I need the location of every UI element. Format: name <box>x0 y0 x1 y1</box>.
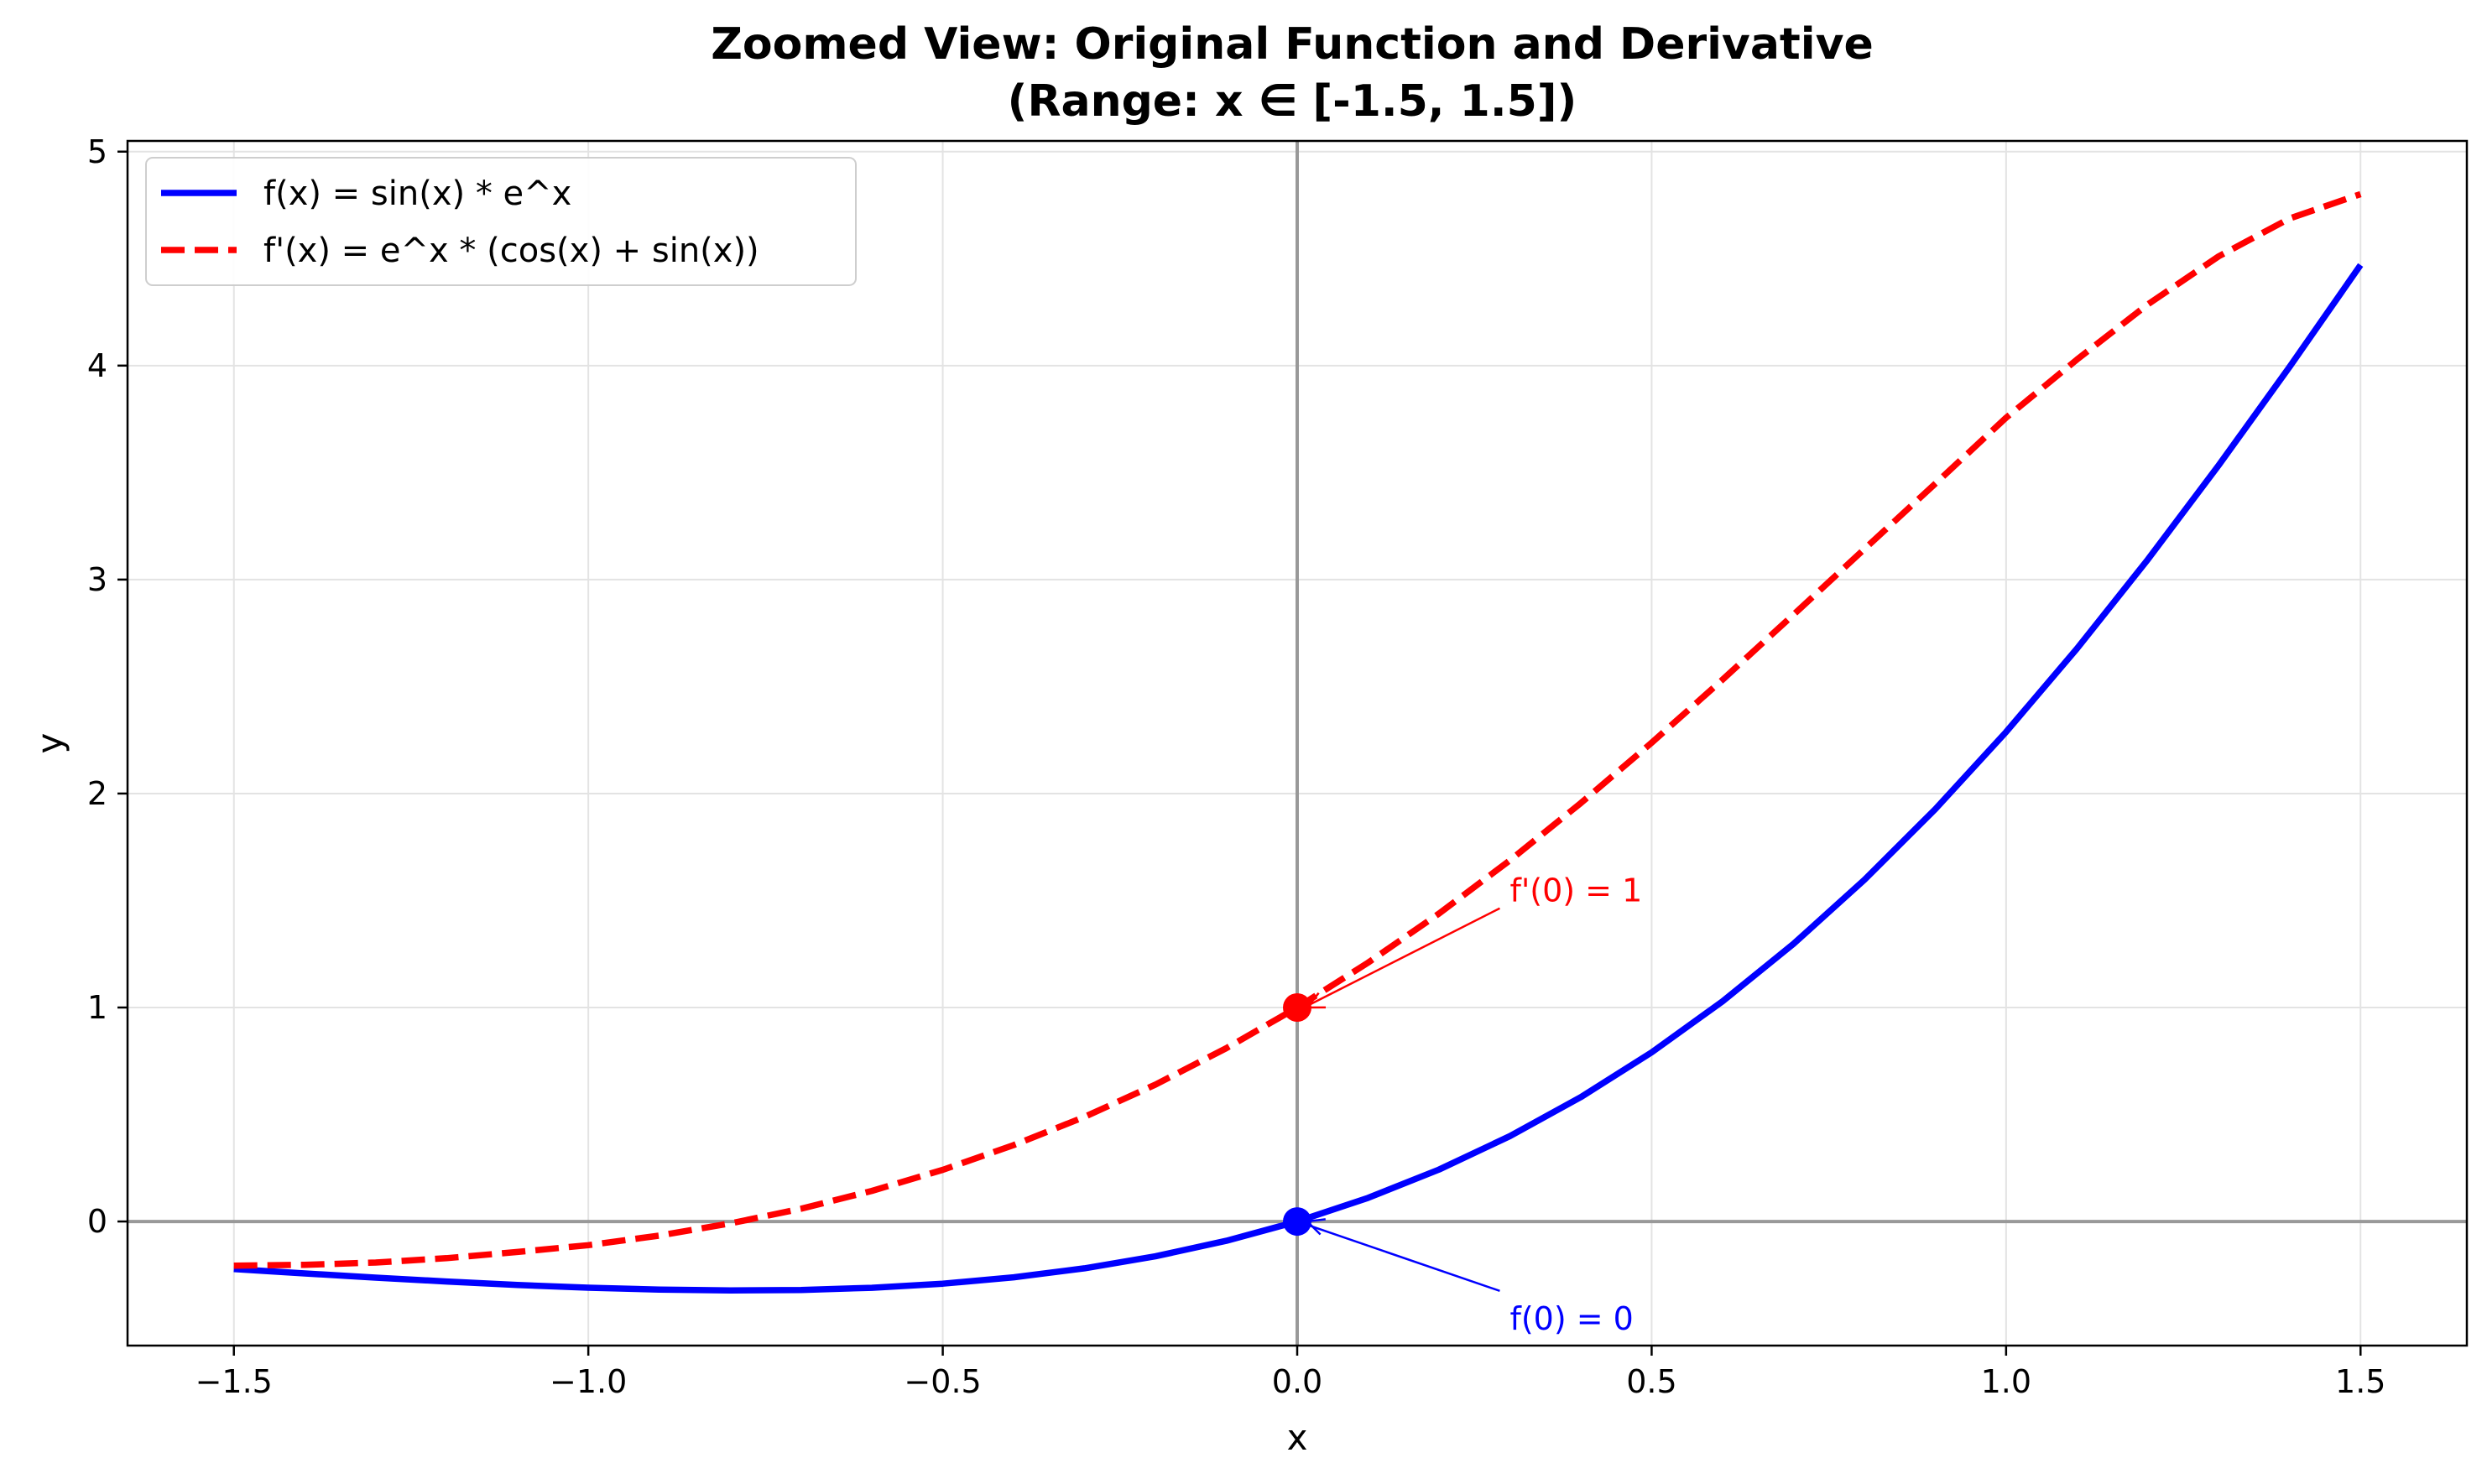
x-tick-label: 0.0 <box>1272 1363 1322 1400</box>
y-tick-label: 0 <box>87 1203 107 1240</box>
chart-title: Zoomed View: Original Function and Deriv… <box>711 19 1874 70</box>
legend-label-1: f'(x) = e^x * (cos(x) + sin(x)) <box>263 232 759 270</box>
annotation-arrow-1 <box>1306 907 1501 1008</box>
x-axis-label: x <box>1287 1417 1308 1458</box>
y-tick-label: 5 <box>87 133 107 170</box>
data-point-0 <box>1283 1207 1311 1237</box>
annotation-label-0: f(0) = 0 <box>1509 1300 1633 1337</box>
x-tick-label: 1.5 <box>2335 1363 2385 1400</box>
x-tick-label: −1.5 <box>196 1363 273 1400</box>
chart-subtitle: (Range: x ∈ [-1.5, 1.5]) <box>1008 76 1577 127</box>
y-tick-label: 4 <box>87 347 107 384</box>
annotation-label-1: f'(0) = 1 <box>1509 872 1642 909</box>
x-tick-label: 0.5 <box>1626 1363 1676 1400</box>
annotation-layer: f(0) = 0 f'(0) = 1 <box>1305 872 1642 1337</box>
y-tick-label: 3 <box>87 561 107 598</box>
x-tick-label: −0.5 <box>904 1363 981 1400</box>
marker-layer <box>1283 993 1311 1237</box>
y-tick-label: 1 <box>87 989 107 1026</box>
y-tick-label: 2 <box>87 775 107 812</box>
legend-label-0: f(x) = sin(x) * e^x <box>263 174 571 213</box>
data-point-1 <box>1283 993 1311 1023</box>
legend-box <box>145 157 857 286</box>
tick-layer: −1.5 −1.0 −0.5 0.0 0.5 1.0 1.5 0 1 2 3 4 5 <box>87 133 2386 1400</box>
x-tick-label: 1.0 <box>1981 1363 2031 1400</box>
y-axis-label: y <box>29 733 70 754</box>
annotation-arrow-0 <box>1306 1223 1500 1293</box>
x-tick-label: −1.0 <box>550 1363 627 1400</box>
legend: f(x) = sin(x) * e^x f'(x) = e^x * (cos(x)… <box>145 157 857 286</box>
